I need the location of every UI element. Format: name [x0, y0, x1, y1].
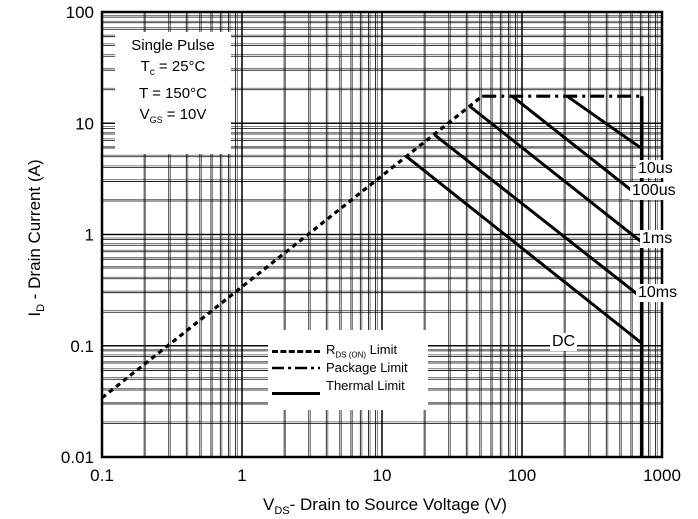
x-tick-label: 1 — [237, 466, 246, 485]
condition-tc: Tc = 25°C — [140, 58, 206, 78]
conditions-box: Single Pulse Tc = 25°C T = 150°C VGS = 1… — [115, 32, 231, 154]
curve-label-dc: DC — [550, 333, 578, 351]
curve-label-1ms: 1ms — [640, 230, 675, 248]
legend-label-package: Package Limit — [326, 360, 408, 375]
curve-label-100us: 100us — [630, 182, 678, 200]
legend-label-rds: RDS (ON) Limit — [326, 342, 398, 360]
legend-swatch-solid — [272, 392, 320, 395]
legend-item-rds-limit: RDS (ON) Limit — [268, 342, 428, 360]
y-axis-label: ID - Drain Current (A) — [25, 159, 47, 316]
series-line-10us — [566, 94, 643, 150]
series-line-1ms — [469, 105, 643, 244]
curve-label-10us: 10us — [636, 160, 675, 178]
legend-label-thermal: Thermal Limit — [326, 378, 405, 393]
x-tick-label: 10 — [373, 466, 392, 485]
condition-t: T = 150°C — [139, 85, 207, 102]
y-tick-label: 0.1 — [70, 337, 94, 356]
condition-single-pulse: Single Pulse — [131, 37, 215, 54]
x-tick-label: 1000 — [643, 466, 681, 485]
x-tick-label: 0.1 — [90, 466, 114, 485]
y-tick-label: 100 — [66, 3, 94, 22]
legend-item-package-limit: Package Limit — [268, 360, 428, 378]
legend-swatch-dashed — [272, 350, 320, 353]
legend-swatch-dashdot — [272, 366, 320, 370]
x-axis-label: VDS- Drain to Source Voltage (V) — [263, 495, 507, 517]
condition-vgs: VGS = 10V — [139, 106, 207, 125]
legend: RDS (ON) Limit Package Limit Thermal Lim… — [268, 330, 428, 410]
legend-item-thermal-limit: Thermal Limit — [268, 378, 428, 396]
series-lines — [101, 94, 644, 457]
series-line-10ms — [434, 134, 643, 299]
series-line-100us — [511, 95, 643, 200]
series-line-dc — [405, 155, 643, 345]
curve-label-10ms: 10ms — [636, 284, 680, 302]
y-tick-label: 1 — [85, 226, 94, 245]
y-tick-label: 10 — [75, 114, 94, 133]
x-tick-label: 100 — [508, 466, 536, 485]
y-tick-label: 0.01 — [61, 448, 94, 467]
